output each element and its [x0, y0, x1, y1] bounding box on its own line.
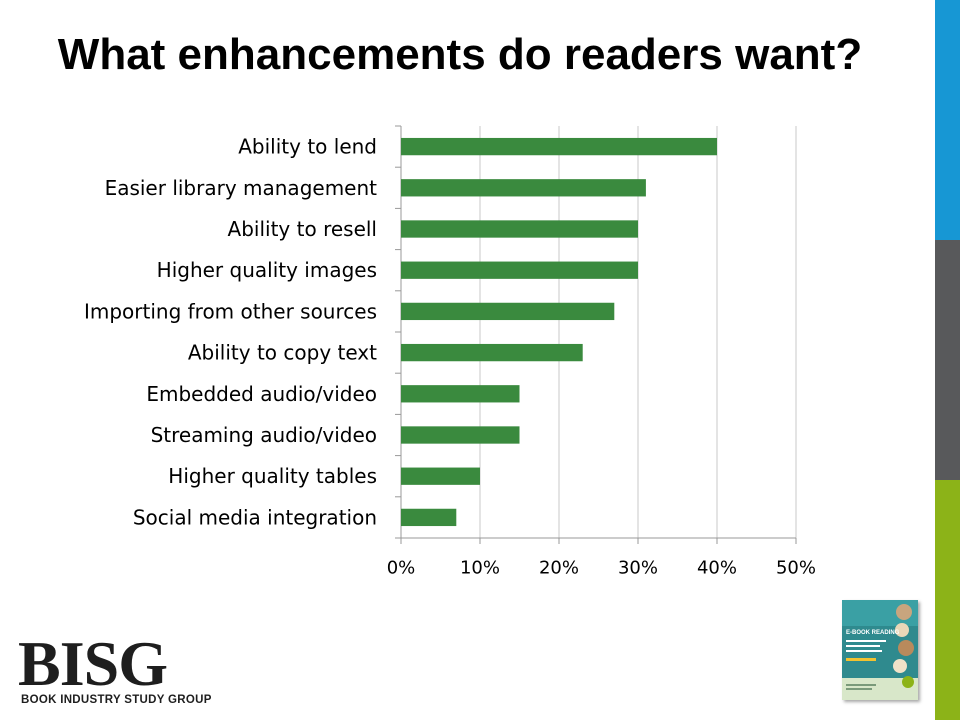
bar — [401, 426, 520, 444]
slide-title: What enhancements do readers want? — [57, 30, 863, 79]
category-label: Embedded audio/video — [146, 382, 377, 406]
tick-label: 20% — [539, 558, 579, 579]
category-label: Importing from other sources — [84, 299, 377, 323]
category-label: Higher quality images — [157, 258, 377, 282]
bar — [401, 261, 638, 279]
tick-label: 30% — [618, 558, 658, 579]
category-label: Higher quality tables — [168, 464, 377, 488]
tick-label: 10% — [460, 558, 500, 579]
bar — [401, 302, 615, 321]
logo-wordmark: BISG — [18, 628, 168, 699]
bar — [401, 343, 583, 362]
bar — [401, 467, 480, 485]
bar — [401, 385, 520, 403]
category-label: Streaming audio/video — [151, 423, 377, 447]
category-label: Ability to lend — [238, 135, 377, 159]
bar — [401, 179, 646, 197]
tick-label: 0% — [387, 558, 416, 579]
bar — [401, 220, 638, 238]
tick-label: 40% — [697, 558, 737, 579]
category-label: Easier library management — [105, 176, 378, 200]
bar — [401, 137, 717, 156]
tick-label: 50% — [776, 558, 816, 579]
bisg-logo: BISG BOOK INDUSTRY STUDY GROUP — [18, 632, 218, 712]
report-cover-image: E-BOOK READING — [842, 600, 918, 700]
side-bar-green — [935, 480, 960, 720]
category-label: Ability to copy text — [188, 341, 377, 365]
side-bar-blue — [935, 0, 960, 240]
bar — [401, 508, 457, 527]
logo-tagline: BOOK INDUSTRY STUDY GROUP — [21, 694, 212, 706]
category-label: Ability to resell — [228, 217, 377, 241]
side-bar-gray — [935, 240, 960, 480]
report-cover-art — [842, 600, 918, 700]
category-label: Social media integration — [133, 505, 377, 529]
cover-title: E-BOOK READING — [846, 630, 900, 636]
bar-chart: Ability to lend Easier library management… — [84, 125, 816, 579]
